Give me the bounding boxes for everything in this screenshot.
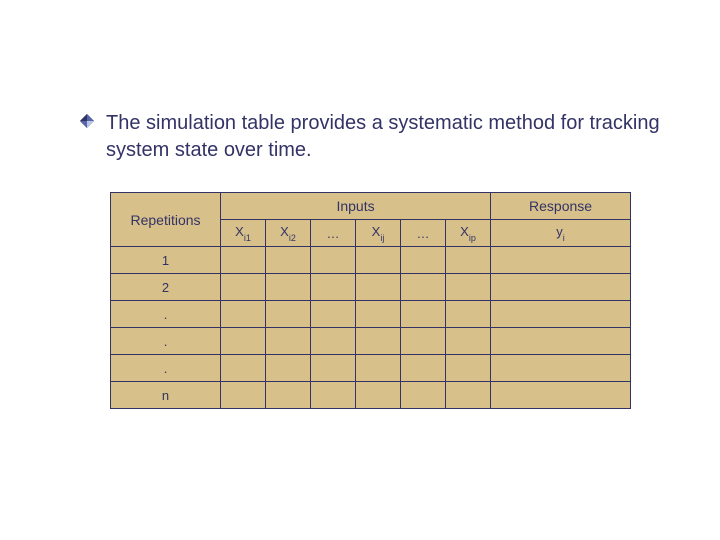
bullet-item: The simulation table provides a systemat… — [80, 110, 660, 164]
table-cell — [446, 274, 491, 301]
col-header-xij: Xij — [356, 220, 401, 247]
table-cell — [446, 301, 491, 328]
row-label: . — [111, 301, 221, 328]
table-cell — [266, 355, 311, 382]
table-cell — [446, 328, 491, 355]
table-cell — [311, 274, 356, 301]
table-row: Repetitions Inputs Response — [111, 193, 631, 220]
table-cell — [491, 382, 631, 409]
table-cell — [356, 301, 401, 328]
table-cell — [356, 355, 401, 382]
row-label: n — [111, 382, 221, 409]
table-cell — [221, 274, 266, 301]
table-cell — [311, 355, 356, 382]
table-cell — [221, 382, 266, 409]
table-cell — [311, 328, 356, 355]
table-cell — [491, 301, 631, 328]
table-cell — [491, 274, 631, 301]
table-cell — [356, 328, 401, 355]
table-cell — [401, 355, 446, 382]
table-cell — [221, 328, 266, 355]
var-base: X — [460, 224, 469, 239]
var-sub: ij — [380, 233, 384, 243]
table-cell — [221, 247, 266, 274]
table-cell — [221, 301, 266, 328]
col-header-yi: yi — [491, 220, 631, 247]
simulation-table: Repetitions Inputs Response Xi1 Xi2 … Xi… — [110, 192, 631, 409]
table-cell — [266, 328, 311, 355]
table-row: n — [111, 382, 631, 409]
row-label: . — [111, 355, 221, 382]
table-row: . — [111, 355, 631, 382]
table-cell — [266, 274, 311, 301]
table-cell — [266, 247, 311, 274]
table-cell — [401, 247, 446, 274]
table-cell — [311, 247, 356, 274]
table-cell — [446, 247, 491, 274]
diamond-bullet-icon — [80, 114, 94, 133]
table-cell — [401, 382, 446, 409]
table-row: . — [111, 328, 631, 355]
col-group-response: Response — [491, 193, 631, 220]
table-row: 1 — [111, 247, 631, 274]
col-header-repetitions: Repetitions — [111, 193, 221, 247]
table-cell — [491, 247, 631, 274]
bullet-text: The simulation table provides a systemat… — [106, 110, 660, 164]
table-row: 2 — [111, 274, 631, 301]
table-cell — [356, 247, 401, 274]
table-cell — [446, 382, 491, 409]
table-cell — [491, 355, 631, 382]
var-sub: i2 — [289, 233, 296, 243]
table-cell — [356, 382, 401, 409]
var-base: X — [235, 224, 244, 239]
col-group-inputs: Inputs — [221, 193, 491, 220]
table-cell — [401, 301, 446, 328]
table-cell — [401, 328, 446, 355]
table-row: . — [111, 301, 631, 328]
simulation-table-container: Repetitions Inputs Response Xi1 Xi2 … Xi… — [110, 192, 650, 409]
table-cell — [221, 355, 266, 382]
table-cell — [491, 328, 631, 355]
var-base: y — [556, 224, 563, 239]
table-cell — [266, 382, 311, 409]
col-header-dots: … — [311, 220, 356, 247]
table-cell — [311, 301, 356, 328]
table-cell — [401, 274, 446, 301]
var-sub: i — [563, 233, 565, 243]
table-cell — [266, 301, 311, 328]
var-sub: i1 — [244, 233, 251, 243]
slide: The simulation table provides a systemat… — [0, 0, 720, 540]
row-label: 2 — [111, 274, 221, 301]
table-cell — [311, 382, 356, 409]
row-label: 1 — [111, 247, 221, 274]
var-sub: ip — [469, 233, 476, 243]
table-cell — [446, 355, 491, 382]
table-cell — [356, 274, 401, 301]
col-header-xip: Xip — [446, 220, 491, 247]
col-header-xi2: Xi2 — [266, 220, 311, 247]
var-base: X — [280, 224, 289, 239]
row-label: . — [111, 328, 221, 355]
col-header-xi1: Xi1 — [221, 220, 266, 247]
col-header-dots: … — [401, 220, 446, 247]
